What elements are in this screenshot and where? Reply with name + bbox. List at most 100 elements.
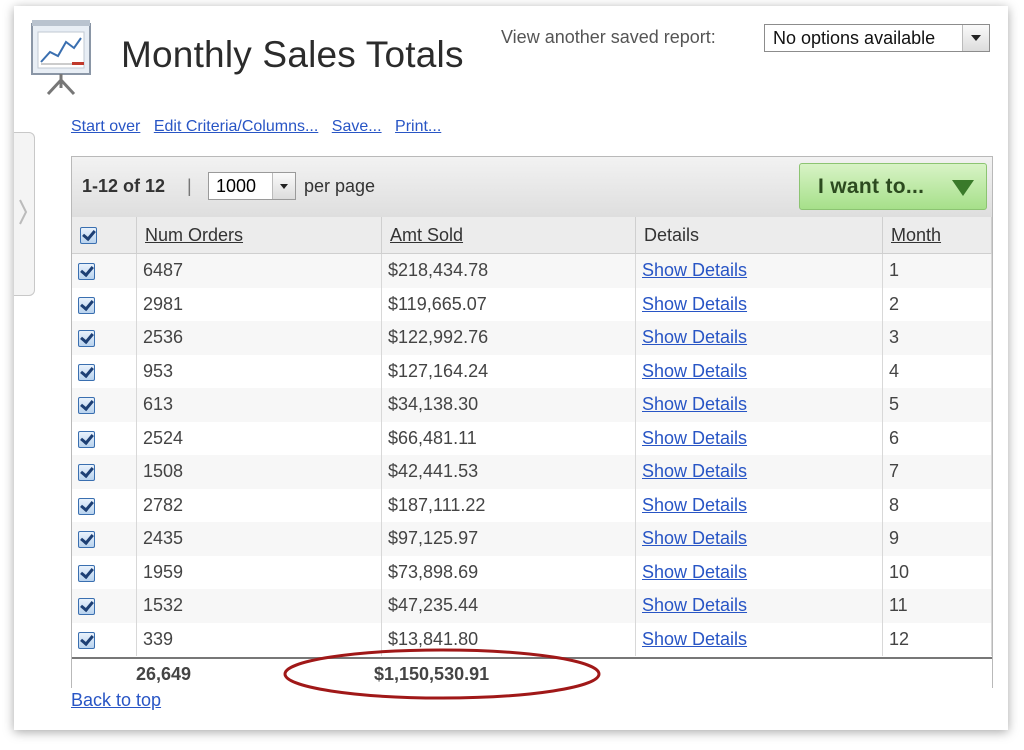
print-link[interactable]: Print... (395, 118, 442, 135)
show-details-link[interactable]: Show Details (642, 327, 748, 348)
cell-num-orders: 2536 (136, 321, 382, 355)
table-row: 1532 $47,235.44 Show Details 11 (72, 589, 992, 623)
cell-details: Show Details (635, 321, 883, 355)
cell-month: 8 (882, 488, 992, 522)
row-checkbox[interactable] (78, 296, 95, 314)
cell-amt-sold: $187,111.22 (381, 488, 636, 522)
cell-num-orders: 6487 (136, 253, 382, 288)
cell-details: Show Details (635, 488, 883, 522)
cell-num-orders: 2524 (136, 421, 382, 455)
row-checkbox[interactable] (78, 631, 95, 649)
row-checkbox-cell (72, 421, 137, 455)
row-checkbox-cell (72, 253, 137, 288)
cell-details: Show Details (635, 522, 883, 556)
show-details-link[interactable]: Show Details (642, 461, 748, 482)
cell-amt-sold: $13,841.80 (381, 622, 636, 656)
page-title: Monthly Sales Totals (121, 34, 464, 75)
cell-num-orders: 2435 (136, 522, 382, 556)
side-panel-toggle[interactable] (14, 132, 35, 296)
cell-month: 2 (882, 287, 992, 321)
show-details-link[interactable]: Show Details (642, 528, 748, 549)
table-row: 339 $13,841.80 Show Details 12 (72, 622, 992, 656)
cell-details: Show Details (635, 253, 883, 288)
result-range: 1-12 of 12 (82, 176, 166, 196)
row-checkbox[interactable] (78, 263, 95, 280)
row-checkbox[interactable] (78, 430, 95, 448)
cell-num-orders: 953 (136, 354, 382, 388)
row-checkbox-cell (72, 455, 137, 489)
show-details-link[interactable]: Show Details (642, 427, 748, 448)
cell-month: 7 (882, 455, 992, 489)
save-link[interactable]: Save... (331, 118, 382, 135)
per-page-label: per page (304, 176, 376, 196)
row-checkbox[interactable] (78, 363, 95, 381)
table-row: 1508 $42,441.53 Show Details 7 (72, 455, 992, 489)
col-num-orders[interactable]: Num Orders (136, 217, 382, 254)
presentation-chart-icon (30, 18, 94, 96)
select-all-header (72, 217, 137, 254)
cell-month: 5 (882, 388, 992, 422)
select-all-checkbox[interactable] (80, 227, 97, 245)
row-checkbox-cell (72, 321, 137, 355)
cell-details: Show Details (635, 421, 883, 455)
report-grid: 1-12 of 12 | 1000 per page I want to... … (71, 156, 993, 689)
back-to-top-link[interactable]: Back to top (71, 690, 162, 710)
row-checkbox-cell (72, 522, 137, 556)
cell-amt-sold: $218,434.78 (381, 253, 636, 288)
cell-month: 10 (882, 555, 992, 589)
col-amt-sold[interactable]: Amt Sold (381, 217, 636, 254)
chevron-down-icon (272, 173, 295, 199)
row-checkbox[interactable] (78, 330, 95, 347)
row-checkbox-cell (72, 589, 137, 623)
cell-amt-sold: $47,235.44 (381, 589, 636, 623)
table-header-row: Num Orders Amt Sold Details Month (72, 217, 992, 254)
table-row: 1959 $73,898.69 Show Details 10 (72, 555, 992, 589)
cell-num-orders: 2981 (136, 287, 382, 321)
highlight-ellipse (283, 648, 601, 700)
show-details-link[interactable]: Show Details (642, 260, 748, 281)
cell-amt-sold: $122,992.76 (381, 321, 636, 355)
show-details-link[interactable]: Show Details (642, 561, 748, 582)
cell-details: Show Details (635, 589, 883, 623)
per-page-select[interactable]: 1000 (208, 172, 296, 200)
row-checkbox[interactable] (78, 598, 95, 615)
cell-amt-sold: $73,898.69 (381, 555, 636, 589)
show-details-link[interactable]: Show Details (642, 293, 748, 314)
col-details: Details (635, 217, 883, 254)
saved-report-select[interactable]: No options available (764, 24, 990, 52)
row-checkbox-cell (72, 388, 137, 422)
show-details-link[interactable]: Show Details (642, 394, 748, 415)
row-checkbox[interactable] (78, 464, 95, 481)
cell-month: 3 (882, 321, 992, 355)
table-row: 613 $34,138.30 Show Details 5 (72, 388, 992, 422)
table-row: 2782 $187,111.22 Show Details 8 (72, 488, 992, 522)
edit-criteria-link[interactable]: Edit Criteria/Columns... (153, 118, 319, 135)
chevron-down-icon (962, 25, 989, 51)
show-details-link[interactable]: Show Details (642, 494, 748, 515)
cell-month: 11 (882, 589, 992, 623)
cell-num-orders: 613 (136, 388, 382, 422)
show-details-link[interactable]: Show Details (642, 595, 748, 616)
show-details-link[interactable]: Show Details (642, 628, 748, 649)
cell-amt-sold: $66,481.11 (381, 421, 636, 455)
show-details-link[interactable]: Show Details (642, 360, 748, 381)
col-month[interactable]: Month (882, 217, 992, 254)
cell-details: Show Details (635, 455, 883, 489)
i-want-to-label: I want to... (818, 175, 925, 198)
action-links: Start over Edit Criteria/Columns... Save… (71, 118, 450, 136)
start-over-link[interactable]: Start over (71, 118, 141, 135)
per-page-value: 1000 (216, 176, 257, 196)
cell-amt-sold: $97,125.97 (381, 522, 636, 556)
row-checkbox[interactable] (78, 564, 95, 582)
cell-details: Show Details (635, 622, 883, 656)
row-checkbox[interactable] (78, 497, 95, 515)
row-checkbox[interactable] (78, 397, 95, 414)
toolbar-separator: | (187, 176, 192, 196)
total-orders: 26,649 (136, 664, 192, 684)
cell-details: Show Details (635, 388, 883, 422)
cell-num-orders: 1532 (136, 589, 382, 623)
table-row: 2435 $97,125.97 Show Details 9 (72, 522, 992, 556)
i-want-to-button[interactable]: I want to... (799, 163, 987, 210)
cell-amt-sold: $119,665.07 (381, 287, 636, 321)
row-checkbox[interactable] (78, 531, 95, 548)
